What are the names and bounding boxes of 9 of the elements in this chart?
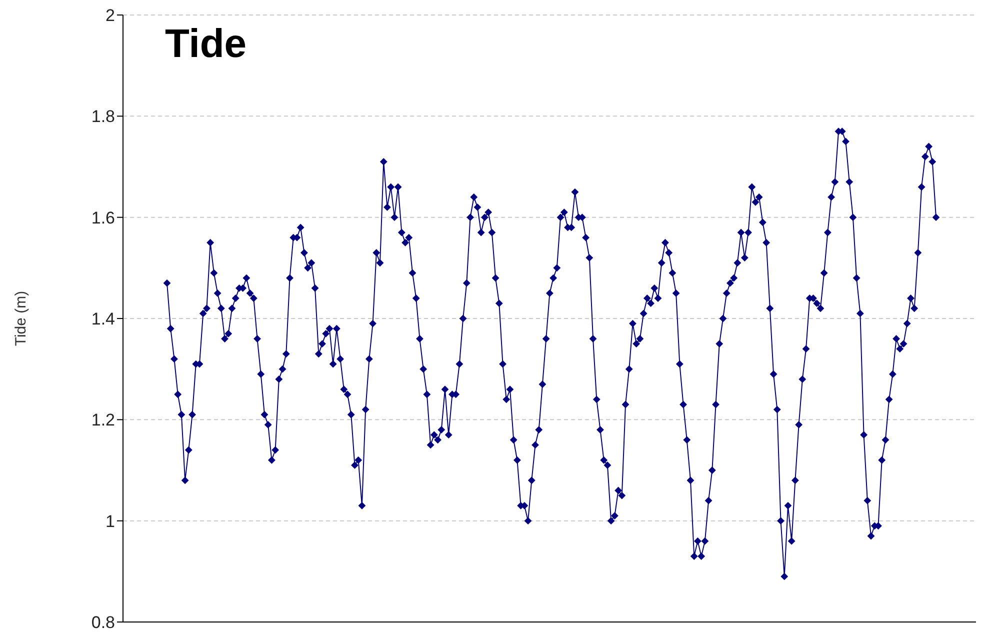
y-tick-label: 1 bbox=[106, 512, 115, 531]
y-tick-label: 2 bbox=[106, 6, 115, 26]
chart-title: Tide bbox=[165, 22, 247, 67]
y-tick-label: 0.8 bbox=[91, 613, 115, 632]
y-tick-label: 1.6 bbox=[91, 208, 115, 228]
y-axis-title: Tide (m) bbox=[12, 290, 30, 346]
y-tick-label: 1.8 bbox=[91, 107, 115, 126]
y-tick-label: 1.2 bbox=[91, 410, 115, 430]
y-tick-label: 1.4 bbox=[91, 310, 115, 329]
